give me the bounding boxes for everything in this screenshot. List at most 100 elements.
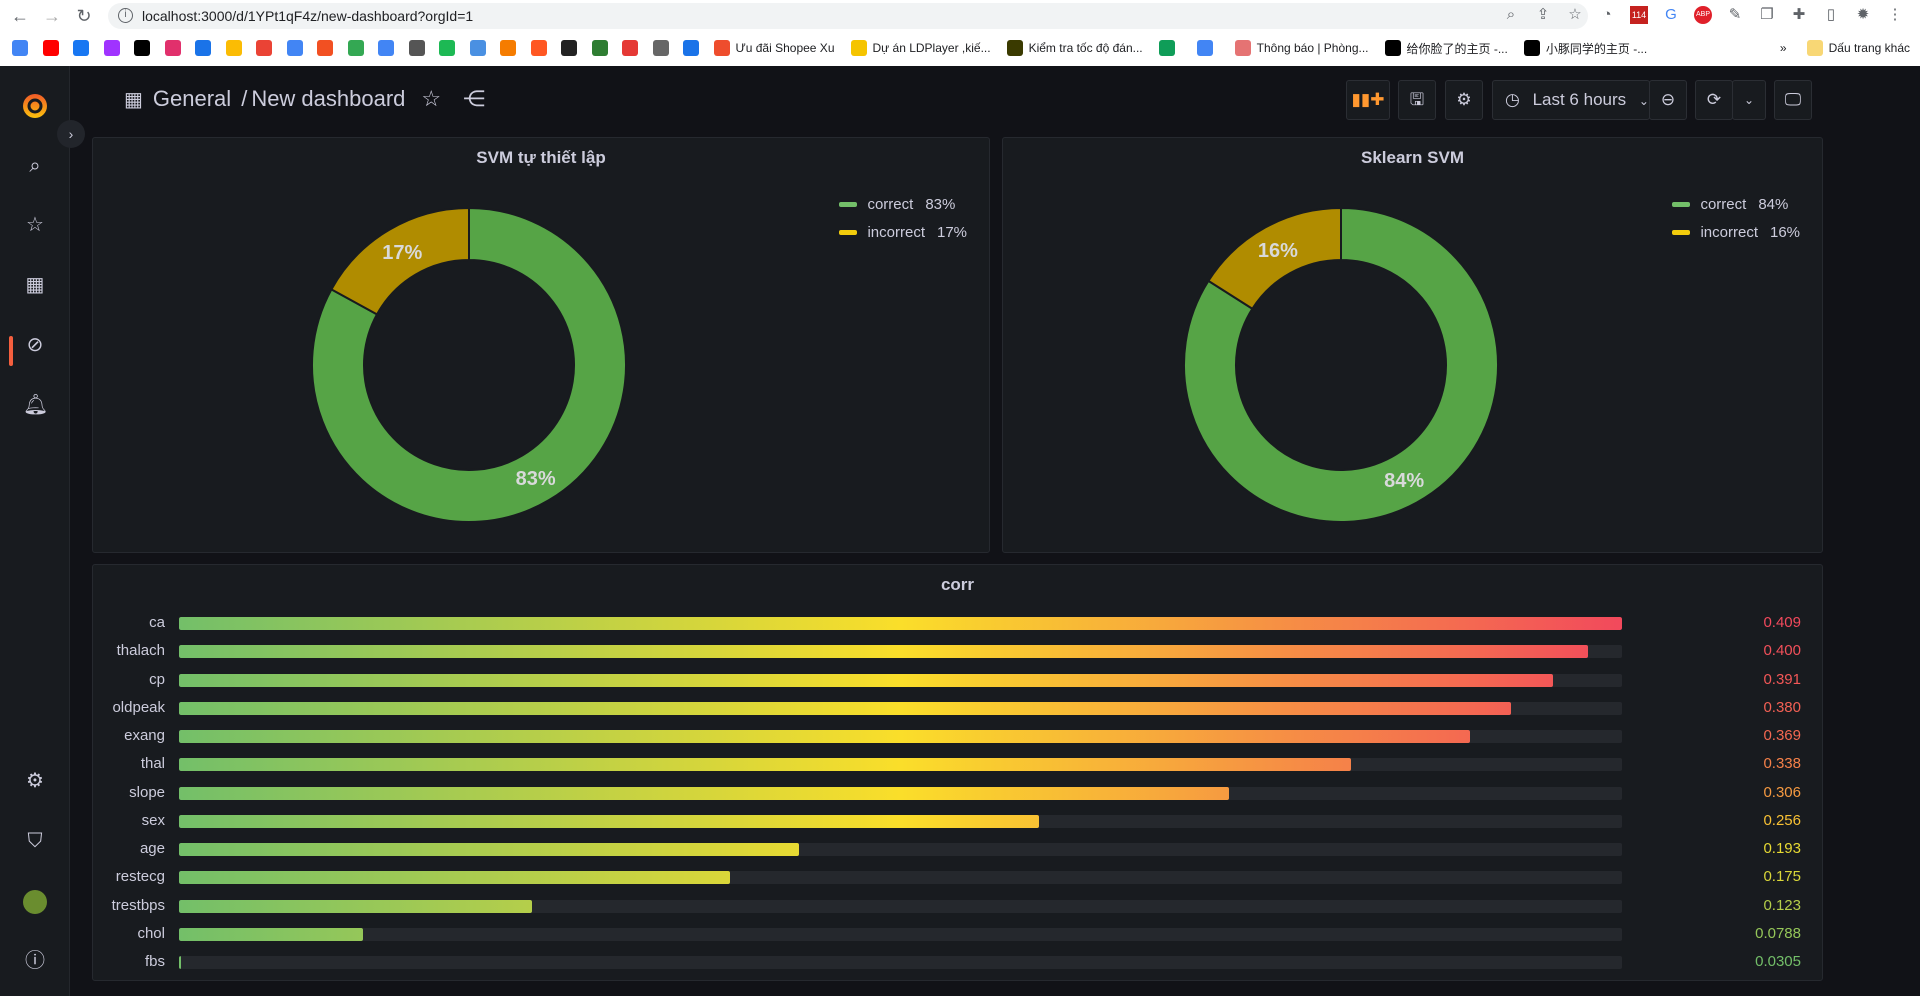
grafana-logo-icon[interactable] — [21, 92, 49, 120]
zoom-icon[interactable]: ⌕ — [1506, 6, 1516, 23]
bar-value: 0.380 — [1763, 698, 1801, 716]
bookmark-favicon-icon[interactable] — [622, 40, 638, 56]
share-icon[interactable]: ⋲ — [463, 86, 486, 111]
bar-fill[interactable] — [179, 871, 730, 885]
bookmark-favicon-icon[interactable] — [439, 40, 455, 56]
bookmark-item[interactable]: Dự án LDPlayer ,kiế... — [850, 40, 991, 56]
expand-sidebar-button[interactable]: › — [57, 120, 85, 148]
gmail-icon[interactable]: 114 — [1630, 6, 1648, 24]
bookmark-favicon-icon[interactable] — [195, 40, 211, 56]
bar-fill[interactable] — [179, 617, 1622, 630]
adblock-icon[interactable]: ABP — [1694, 6, 1712, 24]
bookmark-item[interactable]: 给你脸了的主页 -... — [1384, 40, 1508, 57]
bookmark-favicon-icon[interactable] — [561, 40, 577, 56]
bookmark-favicon-icon[interactable] — [134, 40, 150, 56]
time-picker-button[interactable]: ◷ Last 6 hours ⌄ — [1492, 80, 1650, 120]
bookmark-favicon-icon — [1234, 40, 1251, 56]
color-picker-icon[interactable]: ✎ — [1728, 6, 1742, 23]
legend-item-correct[interactable]: correct 83% — [839, 190, 967, 218]
bookmark-favicon-icon[interactable] — [591, 40, 608, 56]
bookmark-favicon-icon[interactable] — [347, 40, 364, 56]
sidepanel-icon[interactable]: ▯ — [1826, 6, 1836, 23]
profile-icon[interactable]: ✹ — [1856, 6, 1870, 23]
add-panel-button[interactable]: ▮▮✚ — [1346, 80, 1390, 120]
help-icon[interactable]: ⓘ — [25, 950, 45, 972]
legend-item-incorrect[interactable]: incorrect 17% — [839, 218, 967, 246]
reload-icon[interactable]: ↻ — [76, 6, 92, 26]
bookmark-favicon-icon[interactable] — [103, 40, 120, 56]
legend-item-incorrect[interactable]: incorrect 16% — [1672, 218, 1800, 246]
breadcrumb-general[interactable]: General — [152, 86, 232, 111]
legend-item-correct[interactable]: correct 84% — [1672, 190, 1800, 218]
bookmark-favicon-icon[interactable] — [286, 40, 303, 56]
bookmark-favicon-icon[interactable] — [500, 40, 516, 56]
bookmark-star-icon[interactable]: ☆ — [1568, 6, 1582, 23]
pie-slice-correct[interactable] — [1183, 206, 1499, 523]
bar-fill[interactable] — [179, 814, 1039, 828]
bookmarks-overflow-button[interactable]: » — [1779, 41, 1787, 55]
bookmark-favicon-icon[interactable] — [317, 40, 333, 56]
address-bar[interactable]: i localhost:3000/d/1YPt1qF4z/new-dashboar… — [108, 3, 1588, 29]
favorite-star-icon[interactable]: ☆ — [421, 86, 442, 111]
other-bookmarks-folder[interactable]: Dấu trang khác — [1806, 40, 1910, 56]
bar-value: 0.409 — [1763, 614, 1801, 631]
bookmark-favicon-icon[interactable] — [469, 40, 486, 56]
forward-icon[interactable]: → — [43, 6, 61, 26]
bookmark-favicon-icon[interactable] — [652, 40, 669, 56]
starred-icon[interactable]: ☆ — [26, 214, 44, 236]
pie-slice-incorrect[interactable] — [330, 206, 470, 316]
extension-icon[interactable]: ◔ — [1602, 6, 1612, 23]
bar-track — [179, 814, 1622, 828]
bookmark-item[interactable]: Ưu đãi Shopee Xu — [713, 40, 835, 56]
bookmark-item[interactable] — [1158, 40, 1181, 56]
bookmark-item[interactable]: 小豚同学的主页 -... — [1523, 40, 1647, 57]
alerting-bell-icon[interactable]: 🔔︎ — [23, 394, 49, 416]
clipboard-icon[interactable]: ❐ — [1760, 6, 1774, 23]
bookmark-favicon-icon[interactable] — [12, 40, 28, 56]
dashboard-title[interactable]: New dashboard — [251, 86, 406, 111]
bookmark-favicon-icon[interactable] — [256, 40, 272, 56]
explore-compass-icon[interactable]: ⊘ — [26, 334, 44, 356]
bar-row-thal: thal 0.338 — [93, 754, 1822, 774]
pie-slice-incorrect[interactable] — [1207, 206, 1342, 311]
bar-fill[interactable] — [179, 899, 532, 913]
tv-mode-button[interactable]: 🖵︎ — [1774, 80, 1812, 120]
settings-gear-icon[interactable]: ⚙ — [26, 770, 44, 792]
bookmark-favicon-icon[interactable] — [225, 40, 242, 56]
bar-fill[interactable] — [179, 786, 1230, 800]
translate-icon[interactable]: G — [1665, 6, 1677, 23]
shield-icon[interactable]: ⛉ — [27, 830, 43, 852]
bar-fill[interactable] — [179, 701, 1512, 715]
bookmark-item[interactable] — [1196, 40, 1219, 56]
bookmark-favicon-icon[interactable] — [164, 40, 181, 56]
share-icon[interactable]: ⇪ — [1536, 6, 1550, 23]
bar-fill[interactable] — [179, 673, 1554, 687]
search-icon[interactable]: ⌕ — [29, 155, 41, 177]
bar-fill[interactable] — [179, 843, 799, 856]
refresh-interval-dropdown[interactable]: ⌄ — [1732, 80, 1766, 120]
menu-icon[interactable]: ⋮ — [1887, 6, 1903, 23]
puzzle-icon[interactable]: ✚ — [1792, 6, 1806, 23]
bookmark-favicon-icon[interactable] — [73, 40, 89, 56]
bar-fill[interactable] — [179, 956, 182, 969]
bookmark-item[interactable]: Thông báo | Phòng... — [1234, 40, 1369, 56]
bar-fill[interactable] — [179, 758, 1352, 772]
save-dashboard-button[interactable]: 🖫 — [1398, 80, 1436, 120]
bar-fill[interactable] — [179, 927, 364, 941]
bookmark-item[interactable]: Kiểm tra tốc độ đán... — [1006, 40, 1143, 56]
site-info-icon[interactable]: i — [118, 8, 133, 23]
zoom-out-button[interactable]: ⊖ — [1649, 80, 1687, 120]
refresh-button[interactable]: ⟳ — [1695, 80, 1733, 120]
bookmark-favicon-icon[interactable] — [42, 40, 59, 56]
bookmark-favicon-icon[interactable] — [378, 40, 394, 56]
dashboards-icon[interactable]: ▦ — [25, 274, 45, 296]
bar-fill[interactable] — [179, 730, 1470, 743]
pie-slice-correct[interactable] — [311, 206, 627, 523]
bookmark-favicon-icon[interactable] — [530, 40, 547, 56]
bookmark-favicon-icon[interactable] — [408, 40, 425, 56]
dashboard-settings-button[interactable]: ⚙ — [1445, 80, 1483, 120]
bar-fill[interactable] — [179, 645, 1588, 659]
bookmark-favicon-icon[interactable] — [683, 40, 699, 56]
avatar[interactable] — [23, 890, 47, 914]
back-icon[interactable]: ← — [11, 6, 29, 26]
